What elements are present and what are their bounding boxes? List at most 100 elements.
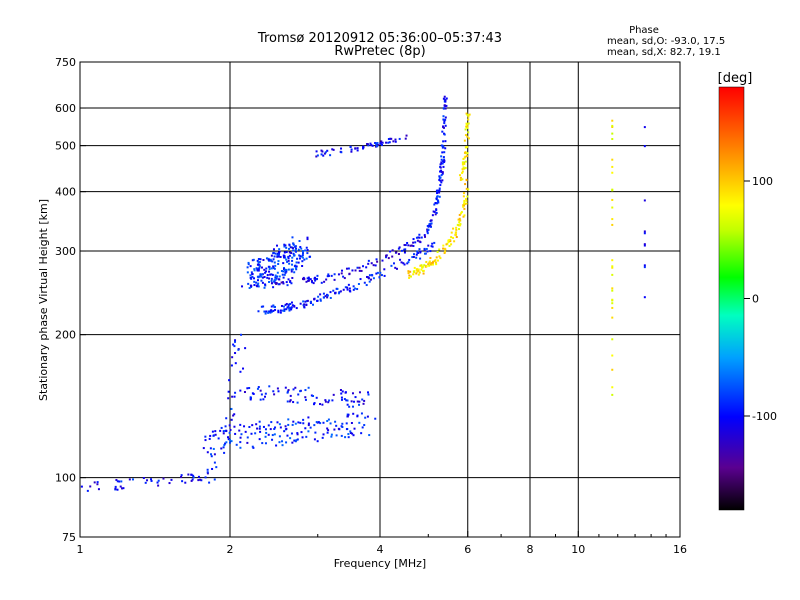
echo-point	[416, 250, 419, 253]
echo-point	[239, 441, 242, 444]
echo-point	[443, 95, 446, 98]
echo-point	[419, 250, 422, 253]
echo-point	[325, 278, 328, 281]
echo-point	[441, 162, 444, 165]
echo-point	[212, 447, 215, 450]
echo-point	[234, 432, 237, 435]
echo-point	[281, 273, 284, 276]
y-tick-label: 400	[55, 186, 76, 199]
echo-point	[313, 424, 316, 427]
echo-point	[263, 286, 266, 289]
echo-point	[337, 292, 340, 295]
echo-point	[368, 280, 371, 283]
echo-point	[257, 310, 260, 313]
echo-point	[379, 142, 382, 145]
echo-point	[192, 474, 195, 477]
echo-point	[326, 149, 329, 152]
echo-point	[223, 451, 226, 454]
echo-point	[466, 135, 469, 138]
echo-point	[416, 251, 419, 254]
echo-point	[291, 304, 294, 307]
echo-point	[302, 422, 305, 425]
echo-point	[284, 386, 287, 389]
echo-point	[296, 438, 299, 441]
echo-point	[450, 243, 453, 246]
echo-point	[468, 113, 471, 116]
echo-point	[444, 147, 447, 150]
echo-point	[296, 433, 299, 436]
echo-point	[313, 438, 316, 441]
echo-point	[423, 234, 426, 237]
echo-point	[366, 143, 369, 146]
echo-point	[439, 179, 442, 182]
echo-point	[276, 387, 279, 390]
echo-point	[394, 138, 397, 141]
echo-point	[327, 418, 330, 421]
echo-point	[444, 100, 447, 103]
echo-point	[273, 305, 276, 308]
echo-point	[381, 259, 384, 262]
echo-point	[289, 394, 292, 397]
echo-point	[304, 398, 307, 401]
echo-point	[184, 481, 187, 484]
echo-point	[350, 150, 353, 153]
echo-point	[409, 244, 412, 247]
echo-point	[307, 422, 310, 425]
echo-point	[467, 137, 470, 140]
echo-point	[258, 420, 261, 423]
echo-point	[443, 120, 446, 123]
echo-point	[272, 251, 275, 254]
echo-point	[450, 231, 453, 234]
echo-point	[306, 299, 309, 302]
echo-point	[326, 431, 329, 434]
echo-point	[342, 288, 345, 291]
echo-point	[283, 309, 286, 312]
echo-point	[643, 126, 646, 129]
echo-point	[285, 268, 288, 271]
echo-point	[307, 424, 310, 427]
echo-point	[415, 253, 418, 256]
echo-point	[329, 422, 332, 425]
echo-point	[294, 250, 297, 253]
echo-point	[453, 240, 456, 243]
echo-point	[243, 391, 246, 394]
echo-point	[399, 258, 402, 261]
echo-point	[436, 202, 439, 205]
echo-point	[239, 423, 242, 426]
echo-point	[283, 266, 286, 269]
echo-point	[234, 352, 237, 355]
x-axis-label: Frequency [MHz]	[334, 557, 426, 570]
echo-point	[240, 333, 243, 336]
echo-point	[227, 436, 230, 439]
echo-point	[433, 241, 436, 244]
echo-point	[290, 432, 293, 435]
echo-point	[233, 413, 236, 416]
echo-point	[440, 155, 443, 158]
echo-point	[611, 132, 614, 135]
echo-point	[342, 275, 345, 278]
echo-point	[278, 423, 281, 426]
echo-point	[429, 263, 432, 266]
echo-point	[253, 280, 256, 283]
echo-point	[157, 479, 160, 482]
echo-point	[462, 166, 465, 169]
echo-point	[427, 263, 430, 266]
echo-point	[204, 435, 207, 438]
echo-point	[290, 270, 293, 273]
echo-point	[358, 269, 361, 272]
echo-point	[442, 244, 445, 247]
echo-point	[261, 276, 264, 279]
echo-point	[305, 280, 308, 283]
echo-point	[428, 260, 431, 263]
echo-point	[287, 303, 290, 306]
echo-point	[287, 259, 290, 262]
echo-point	[351, 405, 354, 408]
echo-point	[461, 163, 464, 166]
echo-point	[329, 296, 332, 299]
echo-point	[323, 152, 326, 155]
echo-point	[260, 266, 263, 269]
echo-point	[280, 281, 283, 284]
echo-point	[316, 277, 319, 280]
echo-point	[267, 424, 270, 427]
